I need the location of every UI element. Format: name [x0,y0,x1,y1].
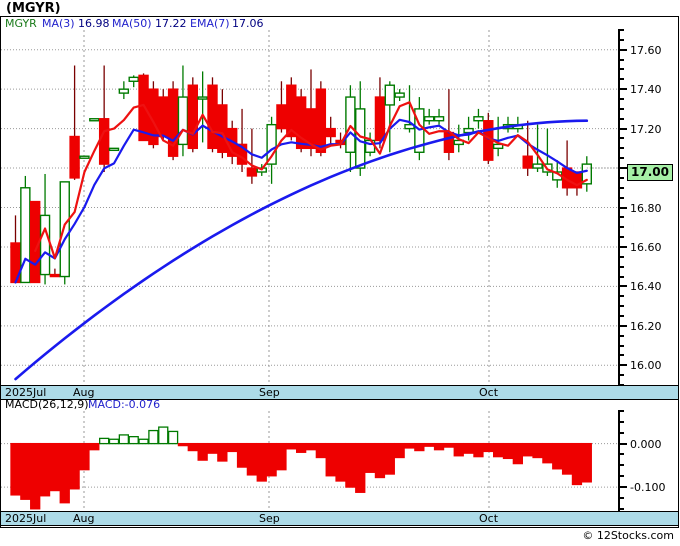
price-axis-major-tick [618,245,627,248]
price-axis-minor-tick [618,137,624,140]
date-axis-label: Sep [259,512,280,525]
price-axis-minor-tick [618,58,624,61]
legend-ma3-value: 16.98 [78,17,110,30]
legend-symbol: MGYR [5,17,37,30]
macd-panel: 0.000 -0.100 [1,410,678,511]
price-axis-major-tick [618,364,627,367]
price-axis-label: 17.60 [630,43,662,57]
macd-axis-major-tick [618,442,627,445]
price-axis-minor-tick [618,314,624,317]
price-axis-minor-tick [618,176,624,179]
macd-axis-label: 0.000 [630,437,662,451]
price-axis: 17.60 17.40 17.20 17.00 16.80 16.60 16.40 16.20… [618,29,678,386]
macd-axis-minor-tick [618,410,624,412]
macd-axis-minor-tick [618,431,624,434]
price-axis-minor-tick [618,78,624,81]
macd-plot-area [1,411,619,511]
page-title: (MGYR) [6,1,61,16]
price-axis-label: 16.80 [630,201,662,215]
price-axis-major-tick [618,88,627,91]
price-axis-minor-tick [618,255,624,258]
macd-axis: 0.000 -0.100 [618,410,678,511]
price-axis-minor-tick [618,29,624,31]
legend-ma50-value: 17.22 [155,17,187,30]
price-axis-minor-tick [618,265,624,268]
macd-axis-line [618,411,620,511]
macd-axis-minor-tick [618,507,624,510]
macd-axis-label: -0.100 [630,481,666,495]
price-axis-minor-tick [618,236,624,239]
price-axis-major-tick [618,206,627,209]
price-axis-label: 16.40 [630,280,662,294]
price-axis-label: 16.20 [630,319,662,333]
price-axis-minor-tick [618,295,624,298]
legend-ema7-value: 17.06 [232,17,264,30]
price-axis-minor-tick [618,98,624,101]
price-panel: 17.60 17.40 17.20 17.00 16.80 16.60 16.40 16.20… [1,29,678,386]
price-axis-minor-tick [618,354,624,357]
date-axis-label: Sep [259,386,280,399]
price-axis-minor-tick [618,226,624,229]
price-axis-minor-tick [618,38,624,41]
price-axis-minor-tick [618,344,624,347]
copyright-footer: © 12Stocks.com [582,529,674,542]
price-legend: MGYR MA(3) 16.98 MA(50) 17.22 EMA(7) 17.… [0,17,679,30]
date-axis-label: Oct [479,512,499,525]
price-axis-major-tick [618,48,627,51]
current-price-tag: 17.00 [627,164,673,182]
date-axis-top: 2025Jul Aug Sep Oct [1,385,678,400]
price-axis-minor-tick [618,275,624,278]
legend-ma3-label: MA(3) [42,17,75,30]
date-axis-bottom: 2025Jul Aug Sep Oct [1,511,678,526]
macd-axis-minor-tick [618,475,624,478]
price-axis-minor-tick [618,196,624,199]
macd-legend: MACD(26,12,9) MACD:-0.076 [0,398,679,411]
price-axis-minor-tick [618,305,624,308]
macd-histogram-svg [1,411,619,511]
price-axis-label: 17.20 [630,122,662,136]
price-axis-major-tick [618,285,627,288]
date-axis-label: Aug [73,386,95,399]
price-axis-label: 16.00 [630,359,662,373]
macd-legend-value: MACD:-0.076 [88,398,161,411]
price-axis-minor-tick [618,374,624,377]
macd-axis-minor-tick [618,464,624,467]
date-axis-label: Aug [73,512,95,525]
macd-axis-minor-tick [618,420,624,423]
price-axis-major-tick [618,167,627,170]
price-axis-minor-tick [618,68,624,71]
price-axis-minor-tick [618,334,624,337]
price-axis-major-tick [618,324,627,327]
date-axis-label: 2025Jul [5,512,47,525]
legend-ma50-label: MA(50) [112,17,152,30]
price-plot-area [1,30,619,385]
chart-frame [0,16,679,528]
price-axis-minor-tick [618,216,624,219]
price-axis-minor-tick [618,107,624,110]
price-axis-minor-tick [618,117,624,120]
price-axis-minor-tick [618,147,624,150]
date-axis-label: 2025Jul [5,386,47,399]
macd-axis-major-tick [618,486,627,489]
legend-ema7-label: EMA(7) [190,17,230,30]
macd-legend-name: MACD(26,12,9) [5,398,89,411]
macd-axis-minor-tick [618,496,624,499]
price-axis-label: 16.60 [630,240,662,254]
macd-axis-minor-tick [618,453,624,456]
candlestick-svg [1,30,619,385]
price-axis-label: 17.40 [630,83,662,97]
date-axis-label: Oct [479,386,499,399]
price-axis-minor-tick [618,186,624,189]
price-axis-major-tick [618,127,627,130]
price-axis-minor-tick [618,157,624,160]
